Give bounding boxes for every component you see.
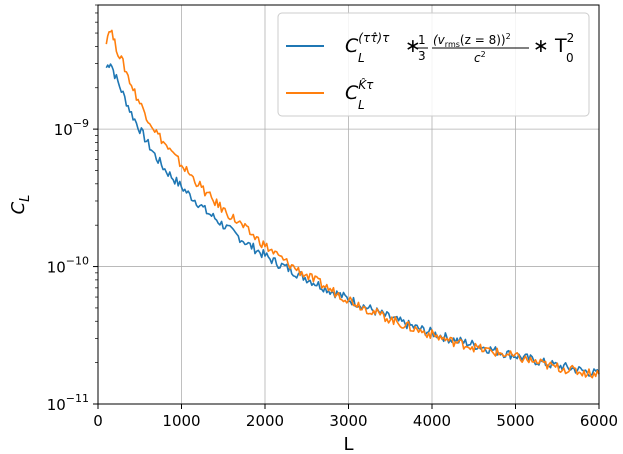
x-tick-label: 6000 xyxy=(580,412,618,430)
series-line-2 xyxy=(105,29,600,379)
x-tick-label: 2000 xyxy=(246,412,284,430)
x-tick-label: 1000 xyxy=(162,412,200,430)
x-axis-label: L xyxy=(343,434,353,454)
legend-label-2: CK̂τ L xyxy=(345,78,374,112)
x-tick-label: 3000 xyxy=(329,412,367,430)
legend-denominator: c2 xyxy=(474,50,486,65)
x-tick-label: 5000 xyxy=(496,412,534,430)
legend-numerator: (vrms(z = 8))2 xyxy=(433,32,511,49)
series-line-1 xyxy=(105,63,600,377)
y-tick-label: 10−9 xyxy=(54,117,89,139)
y-ticks: 10−11 10−10 10−9 xyxy=(47,4,98,414)
legend-label-1: C(ττ̂)τ L∗ xyxy=(345,31,421,65)
legend-fraction-1: 1 xyxy=(418,33,426,47)
legend: C(ττ̂)τ L∗1 3 (vrms(z = 8))2c2 ∗ T2 0 CK̂τ L xyxy=(277,12,590,117)
x-tick-label: 4000 xyxy=(413,412,451,430)
legend-box xyxy=(277,12,590,117)
x-ticks: 0 1000 2000 3000 4000 5000 6000 xyxy=(93,404,618,430)
series-group xyxy=(105,29,600,379)
y-axis-label: CL xyxy=(8,195,33,215)
legend-fraction-2: 3 xyxy=(418,49,426,63)
x-tick-label: 0 xyxy=(93,412,103,430)
y-tick-label: 10−11 xyxy=(47,392,89,414)
y-tick-label: 10−10 xyxy=(47,255,89,277)
legend-tail: ∗ T2 0 xyxy=(533,31,574,65)
